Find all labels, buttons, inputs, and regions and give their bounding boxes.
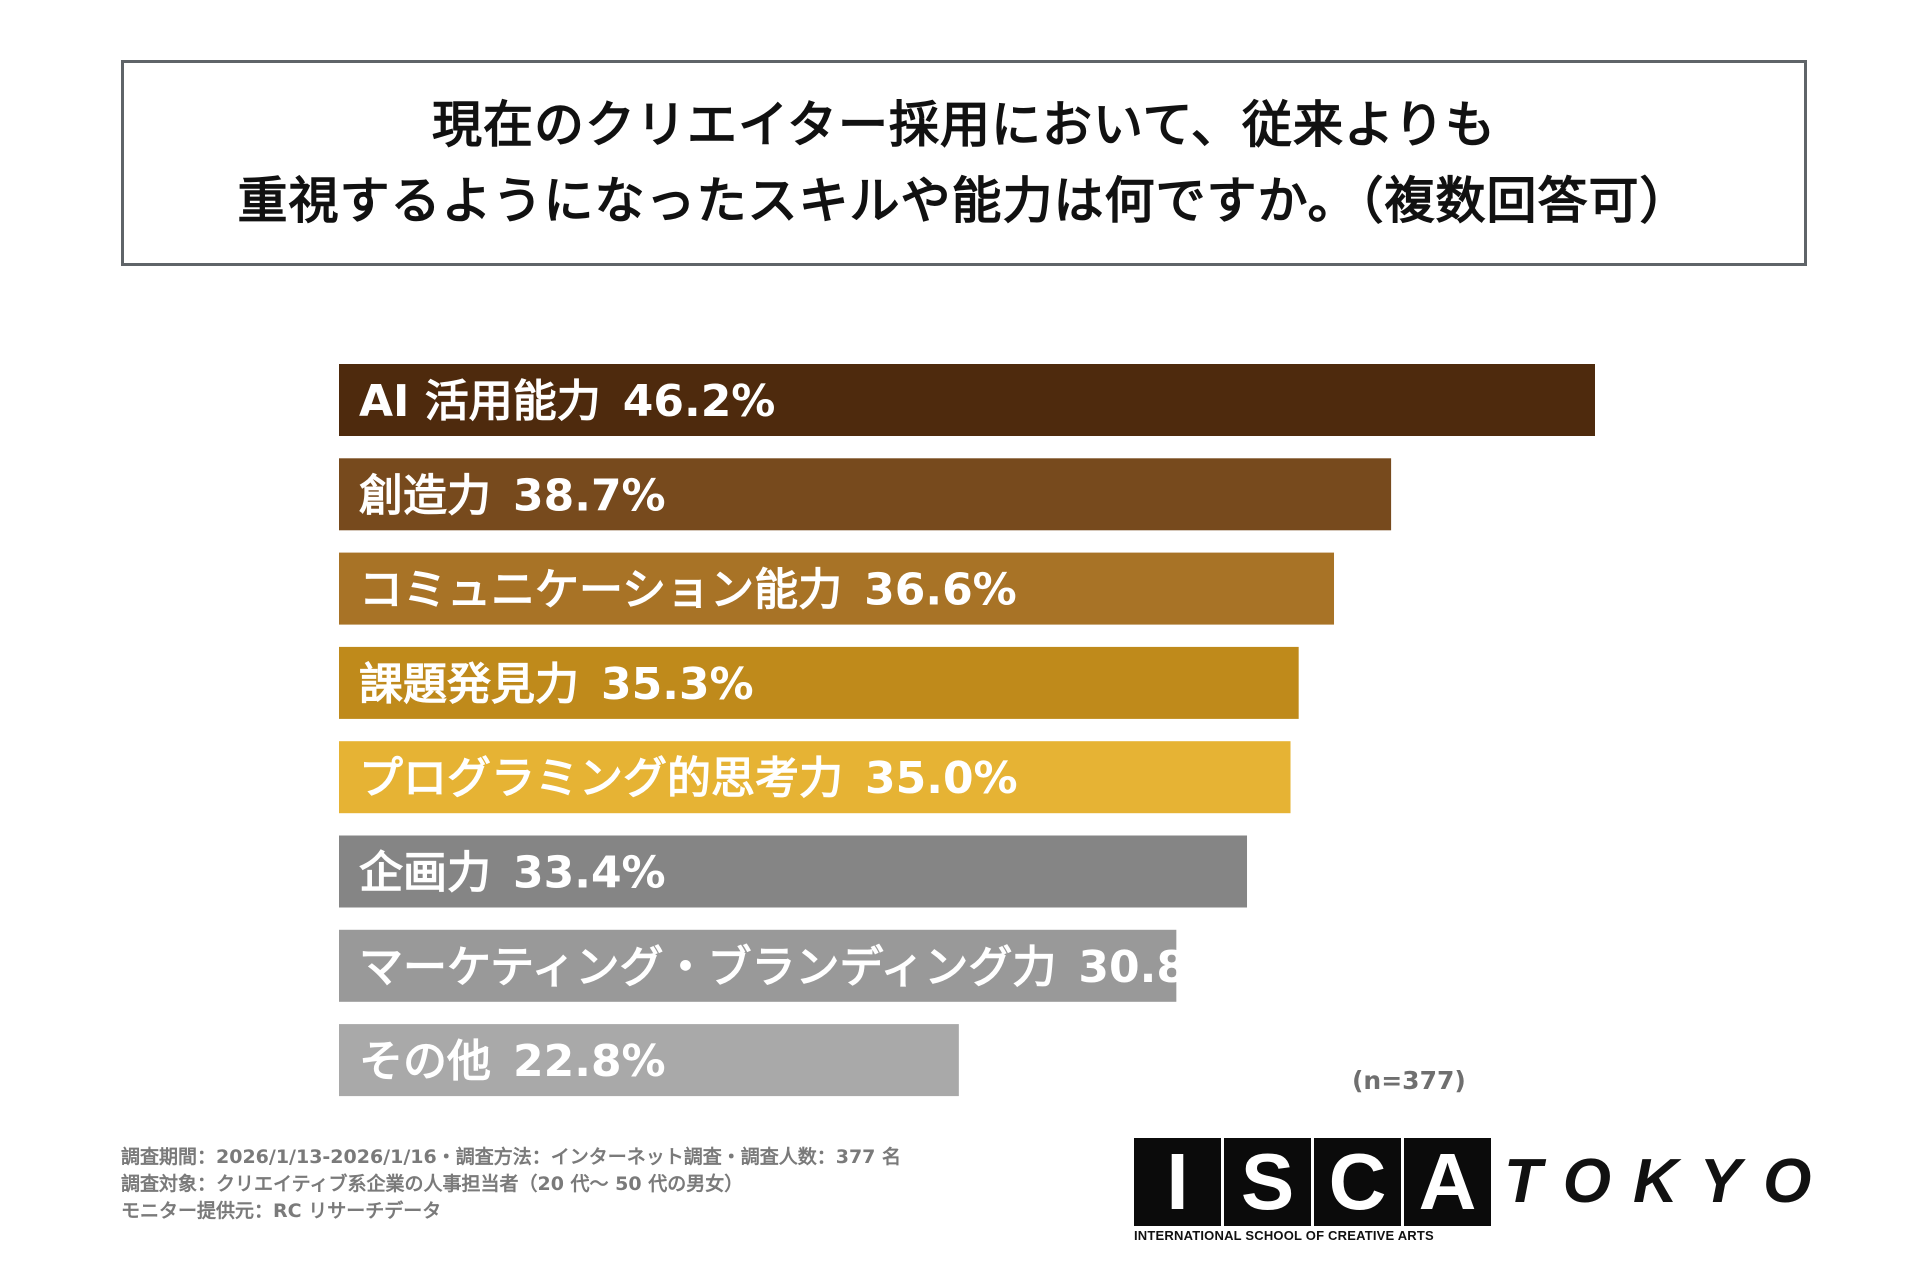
bar-value-1: 38.7% — [513, 470, 666, 521]
bar-category-5: 企画力 — [359, 848, 491, 899]
bar-0 — [339, 364, 1595, 436]
bar-5 — [339, 835, 1248, 908]
logo-letter-s: S — [1224, 1138, 1311, 1226]
bar-label-1: 創造力 38.7% — [359, 470, 666, 521]
logo-subtitle: INTERNATIONAL SCHOOL OF CREATIVE ARTS — [1134, 1228, 1434, 1243]
bar-value-6: 30.8% — [1078, 942, 1231, 993]
bar-value-2: 36.6% — [864, 565, 1017, 616]
bar-category-4: プログラミング的思考力 — [359, 753, 843, 804]
bar-label-6: マーケティング・ブランディング力 30.8% — [359, 942, 1231, 993]
bar-6 — [339, 929, 1177, 1002]
bar-value-7: 22.8% — [513, 1036, 666, 1087]
bar-7 — [339, 1024, 959, 1097]
survey-line-source: モニター提供元：RC リサーチデータ — [121, 1200, 442, 1222]
bar-3 — [339, 646, 1299, 719]
bar-2 — [339, 552, 1335, 625]
bar-category-6: マーケティング・ブランディング力 — [359, 942, 1056, 993]
bar-4 — [339, 741, 1291, 814]
bar-category-2: コミュニケーション能力 — [359, 565, 842, 616]
isca-tokyo-logo: I S C A INTERNATIONAL SCHOOL OF CREATIVE… — [1134, 1138, 1814, 1244]
title-line-2: 重視するようになったスキルや能力は何ですか。（複数回答可） — [237, 172, 1691, 230]
bar-label-0: AI 活用能力 46.2% — [359, 376, 775, 427]
bar-value-4: 35.0% — [865, 753, 1018, 804]
bar-label-4: プログラミング的思考力 35.0% — [359, 753, 1018, 804]
bar-label-5: 企画力 33.4% — [359, 848, 666, 899]
bar-value-0: 46.2% — [623, 376, 776, 427]
survey-info: 調査期間：2026/1/13-2026/1/16・調査方法：インターネット調査・… — [121, 1144, 901, 1225]
logo-letter-a: A — [1404, 1138, 1491, 1226]
title-box: 現在のクリエイター採用において、従来よりも 重視するようになったスキルや能力は何… — [121, 60, 1807, 266]
bar-label-2: コミュニケーション能力 36.6% — [359, 565, 1017, 616]
survey-line-target: 調査対象：クリエイティブ系企業の人事担当者（20 代～ 50 代の男女） — [121, 1173, 744, 1195]
bar-category-0: AI 活用能力 — [359, 376, 601, 427]
title-line-1: 現在のクリエイター採用において、従来よりも — [432, 96, 1496, 154]
bar-category-7: その他 — [359, 1036, 491, 1087]
sample-size-note: (n=377) — [1352, 1066, 1466, 1095]
bar-value-3: 35.3% — [601, 659, 754, 710]
bar-label-3: 課題発見力 35.3% — [359, 659, 754, 710]
logo-city: TOKYO — [1504, 1147, 1834, 1216]
bar-label-7: その他 22.8% — [359, 1036, 666, 1087]
bar-category-1: 創造力 — [359, 470, 491, 521]
bar-value-5: 33.4% — [513, 848, 666, 899]
bar-category-3: 課題発見力 — [359, 659, 579, 710]
logo-letter-c: C — [1314, 1138, 1401, 1226]
survey-line-period: 調査期間：2026/1/13-2026/1/16・調査方法：インターネット調査・… — [121, 1146, 902, 1168]
logo-letter-i: I — [1134, 1138, 1221, 1226]
bar-1 — [339, 458, 1392, 531]
